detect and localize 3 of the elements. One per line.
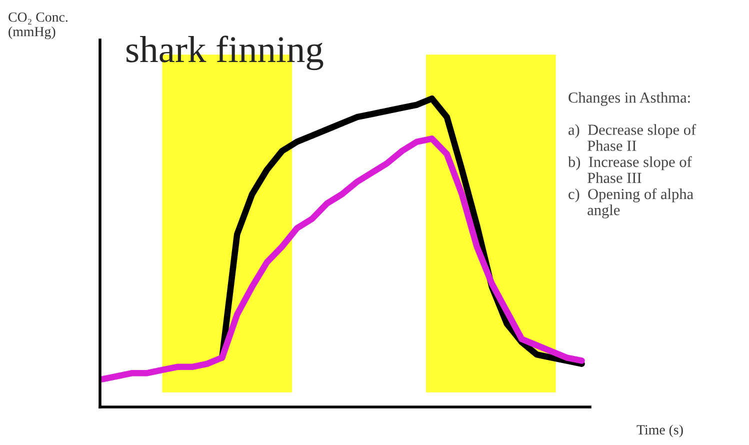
y-axis-title: CO₂ Conc. (mmHg) [8, 12, 68, 40]
x-axis-title: Time (s) [636, 424, 683, 438]
annotation: Changes in Asthma: a) Decrease slope of Phase II b) Increase slope of Phase III c) Opening of alpha angle [568, 92, 696, 218]
